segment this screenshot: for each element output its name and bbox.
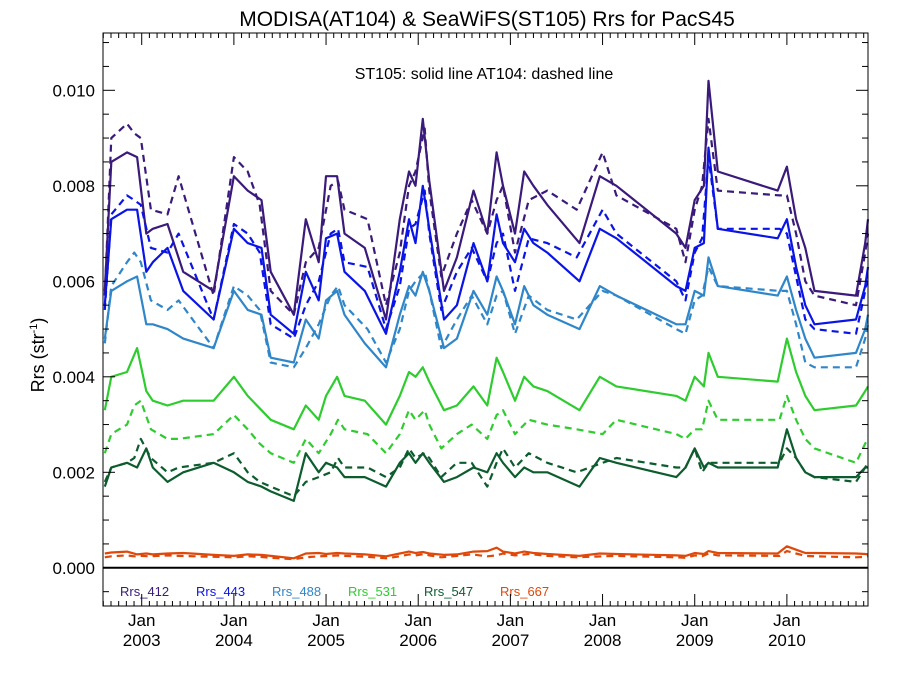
legend-item-rrs_531: Rrs_531 — [348, 584, 397, 599]
series-line-rrs_531-at104 — [103, 394, 869, 464]
x-tick-label-month: Jan — [681, 611, 708, 630]
series-line-rrs_488-at104 — [103, 251, 870, 369]
x-tick-label-month: Jan — [128, 611, 155, 630]
series-line-rrs_531-st105 — [103, 337, 869, 431]
x-tick-label-year: 2010 — [768, 631, 806, 650]
legend-item-rrs_488: Rrs_488 — [272, 584, 321, 599]
y-axis-label-main: Rrs (str — [28, 333, 48, 392]
series-line-rrs_667-st105 — [104, 545, 869, 560]
x-tick-label-month: Jan — [773, 611, 800, 630]
x-tick-label-year: 2004 — [215, 631, 253, 650]
x-tick-label-year: 2009 — [676, 631, 714, 650]
legend-item-rrs_412: Rrs_412 — [120, 584, 169, 599]
y-axis-label-tail: ) — [28, 318, 48, 324]
legend-item-rrs_667: Rrs_667 — [500, 584, 549, 599]
y-tick-label: 0.006 — [52, 272, 95, 291]
series-line-rrs_488-st105 — [103, 256, 870, 369]
series-line-rrs_443-at104 — [103, 156, 870, 340]
legend: Rrs_412 Rrs_443 Rrs_488 Rrs_531 Rrs_547 Rrs_6… — [120, 584, 549, 599]
chart-title: MODISA(AT104) & SeaWiFS(ST105) Rrs for P… — [239, 8, 735, 31]
series-line-rrs_547-at104 — [103, 437, 869, 498]
series-line-rrs_547-st105 — [103, 428, 868, 502]
y-tick-label: 0.010 — [52, 81, 95, 100]
x-tick-label-month: Jan — [220, 611, 247, 630]
y-tick-label: 0.000 — [52, 559, 95, 578]
x-tick-label-year: 2006 — [399, 631, 437, 650]
y-axis-label: Rrs (str-1) — [28, 318, 48, 393]
x-tick-label-year: 2005 — [307, 631, 345, 650]
y-axis-label-sup: -1 — [28, 324, 40, 334]
series-line-rrs_412-at104 — [103, 117, 870, 316]
x-tick-label-month: Jan — [405, 611, 432, 630]
x-tick-label-month: Jan — [589, 611, 616, 630]
legend-item-rrs_443: Rrs_443 — [196, 584, 245, 599]
x-tick-label-month: Jan — [312, 611, 339, 630]
x-tick-label-year: 2007 — [491, 631, 529, 650]
y-tick-label: 0.004 — [52, 368, 95, 387]
x-tick-label-year: 2008 — [584, 631, 622, 650]
series-line-rrs_443-st105 — [103, 146, 870, 335]
axes: 0.0000.0020.0040.0060.0080.010Jan2003Jan… — [52, 32, 869, 650]
series-line-rrs_412-st105 — [103, 79, 870, 321]
legend-item-rrs_547: Rrs_547 — [424, 584, 473, 599]
chart-subtitle: ST105: solid line AT104: dashed line — [355, 66, 614, 83]
x-tick-label-year: 2003 — [123, 631, 161, 650]
y-tick-label: 0.008 — [52, 177, 95, 196]
plot-area — [103, 79, 870, 569]
x-tick-label-month: Jan — [497, 611, 524, 630]
plot-frame — [102, 32, 869, 607]
y-tick-label: 0.002 — [52, 463, 95, 482]
